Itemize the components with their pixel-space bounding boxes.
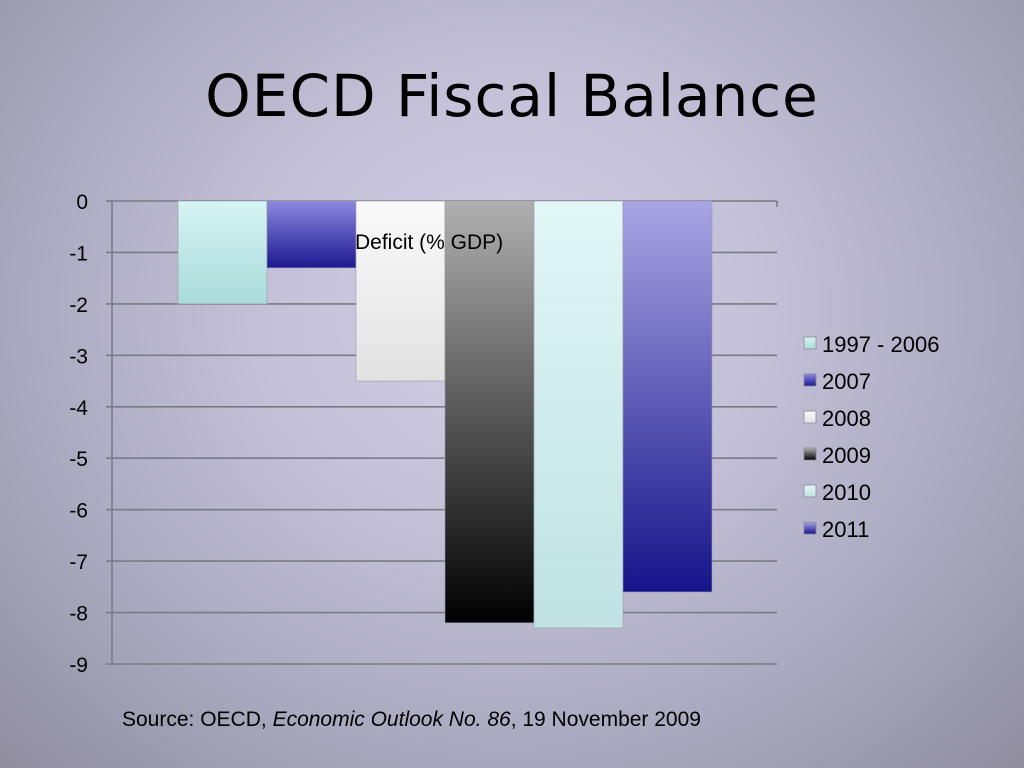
y-tick-label: -5	[69, 448, 88, 471]
y-tick-label: -6	[69, 500, 88, 523]
legend-label: 2008	[822, 406, 871, 431]
y-tick-label: -1	[69, 242, 88, 265]
legend-label: 2007	[822, 369, 871, 394]
source-prefix: Source: OECD,	[122, 708, 273, 731]
legend-swatch	[803, 373, 817, 387]
bar-1997-2006	[177, 200, 268, 305]
y-axis: 0 -1 -2 -3 -4 -5 -6 -7 -8 -9	[69, 191, 778, 677]
y-tick-label: -9	[69, 654, 88, 677]
legend-label: 2011	[822, 517, 869, 542]
legend-swatch	[803, 447, 817, 461]
y-tick-label: -7	[69, 551, 88, 574]
bar-2007	[266, 200, 357, 269]
bar-2010	[533, 200, 624, 629]
legend-swatch	[803, 484, 817, 498]
bar-2008	[355, 200, 446, 382]
slide-title: OECD Fiscal Balance	[205, 62, 819, 130]
y-tick-label: -8	[69, 603, 88, 626]
legend-swatch	[803, 410, 817, 424]
legend: 1997 - 2006 2007 2008 2009 2010 2011	[803, 332, 939, 542]
legend-label: 2009	[822, 443, 871, 468]
y-tick-label: -2	[69, 294, 88, 317]
legend-swatch	[803, 521, 817, 535]
bar-2011	[622, 200, 713, 593]
bar-2009	[444, 200, 535, 624]
bars	[177, 200, 713, 629]
source-suffix: , 19 November 2009	[510, 708, 701, 731]
chart-title: Deficit (% GDP)	[355, 231, 503, 254]
y-tick-label: -4	[69, 397, 88, 420]
y-tick-label: -3	[69, 345, 88, 368]
legend-label: 1997 - 2006	[822, 332, 939, 357]
source-citation: Source: OECD, Economic Outlook No. 86, 1…	[122, 708, 701, 732]
legend-label: 2010	[822, 480, 871, 505]
y-tick-label: 0	[76, 191, 88, 214]
source-publication: Economic Outlook No. 86	[272, 708, 511, 731]
legend-swatch	[803, 336, 817, 350]
